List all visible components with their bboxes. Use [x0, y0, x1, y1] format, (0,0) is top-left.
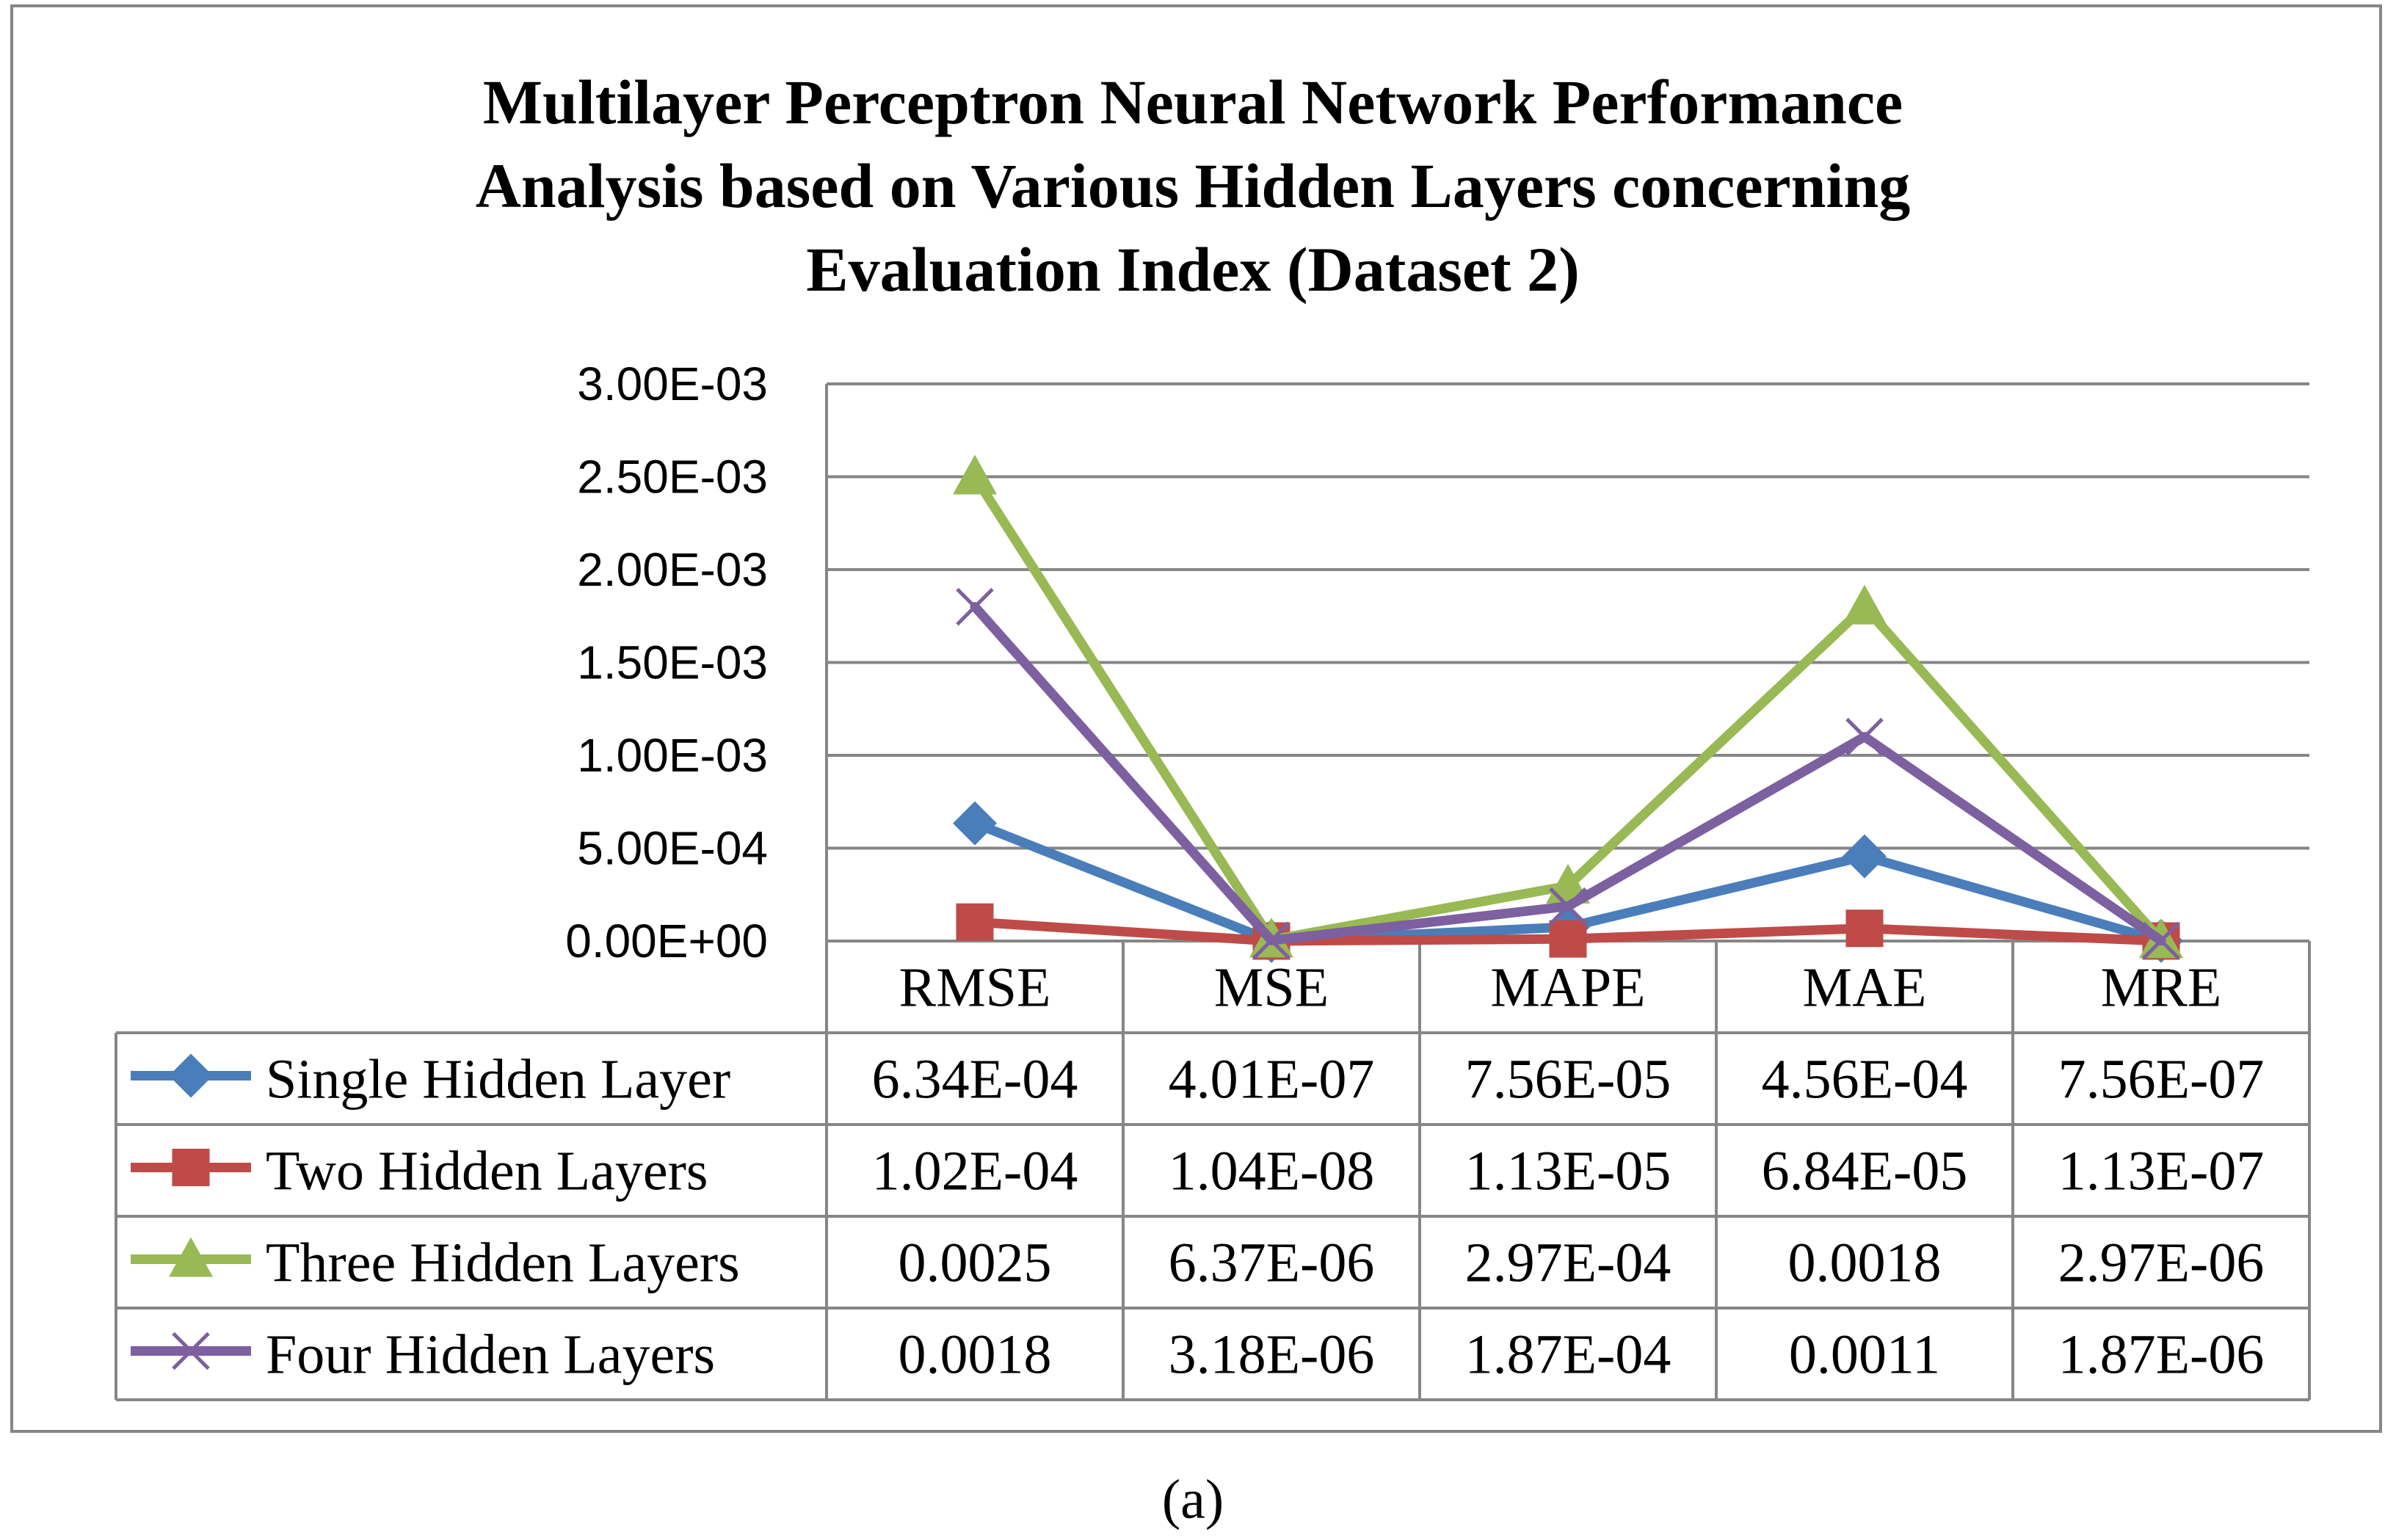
table-value-cell: 2.97E-06	[2058, 1232, 2265, 1294]
y-axis-tick-labels: 0.00E+00 5.00E-04 1.00E-03 1.50E-03 2.00E-03…	[565, 357, 768, 967]
chart-border	[10, 4, 2382, 1433]
legend-key-marker	[169, 1053, 213, 1098]
x-category-label: MRE	[2101, 957, 2222, 1019]
table-value-cell: 1.13E-05	[1465, 1141, 1671, 1202]
table-value-cell: 6.34E-04	[872, 1049, 1078, 1111]
legend-key-marker	[172, 1332, 210, 1370]
data-point-marker	[1549, 887, 1587, 926]
data-point-marker	[956, 587, 994, 626]
table-value-cell: 1.04E-08	[1169, 1141, 1375, 1202]
table-value-cell: 1.02E-04	[872, 1141, 1078, 1202]
data-point-marker	[1252, 921, 1290, 959]
y-tick-label: 0.00E+00	[565, 915, 768, 967]
table-value-cell: 1.87E-04	[1465, 1324, 1671, 1386]
table-value-cell: 7.56E-07	[2058, 1049, 2265, 1111]
y-tick-label: 2.50E-03	[577, 451, 768, 504]
table-value-cell: 0.0025	[899, 1232, 1052, 1294]
data-table: RMSE MSE MAPE MAE MRE Single Hidden Layer 6.34…	[115, 941, 2311, 1401]
data-point-marker	[1843, 834, 1887, 879]
table-value-cell: 0.0018	[1788, 1232, 1942, 1294]
data-point-marker	[1845, 909, 1884, 948]
table-value-cell: 3.18E-06	[1169, 1324, 1375, 1386]
x-category-label: RMSE	[899, 957, 1051, 1019]
table-value-cell: 6.37E-06	[1169, 1232, 1375, 1294]
data-point-marker	[1845, 717, 1884, 756]
y-tick-label: 3.00E-03	[577, 357, 768, 410]
table-value-cell: 1.87E-06	[2058, 1324, 2265, 1386]
table-value-cell: 7.56E-05	[1465, 1049, 1671, 1111]
legend-key-marker	[169, 1237, 213, 1277]
table-value-cell: 1.13E-07	[2058, 1141, 2265, 1202]
legend-key-marker	[172, 1149, 210, 1186]
data-point-marker	[1549, 920, 1587, 958]
legend-series-name: Single Hidden Layer	[266, 1049, 730, 1111]
data-point-marker	[1843, 584, 1887, 625]
x-category-label: MSE	[1214, 957, 1329, 1019]
figure-caption: (a)	[1162, 1469, 1224, 1530]
table-value-cell: 6.84E-05	[1762, 1141, 1968, 1202]
chart-title-line-3: Evaluation Index (Dataset 2)	[806, 234, 1580, 305]
table-value-cell: 0.0018	[899, 1324, 1052, 1386]
table-value-cell: 4.56E-04	[1762, 1049, 1968, 1111]
y-tick-label: 1.00E-03	[577, 729, 768, 782]
series	[956, 587, 2180, 960]
data-point-marker	[953, 454, 997, 495]
data-point-marker	[953, 801, 997, 846]
x-category-label: MAE	[1803, 957, 1927, 1019]
table-value-cell: 2.97E-04	[1465, 1232, 1671, 1294]
chart-title-line-1: Multilayer Perceptron Neural Network Per…	[483, 67, 1903, 137]
data-point-marker	[2142, 921, 2180, 960]
legend-series-name: Two Hidden Layers	[266, 1141, 708, 1202]
legend-series-name: Three Hidden Layers	[266, 1232, 740, 1294]
legend-series-name: Four Hidden Layers	[266, 1324, 715, 1386]
x-category-label: MAPE	[1490, 957, 1645, 1019]
series-lines	[953, 454, 2183, 963]
table-value-cell: 4.01E-07	[1169, 1049, 1375, 1111]
data-point-marker	[956, 903, 994, 941]
y-tick-label: 2.00E-03	[577, 543, 768, 596]
table-value-cell: 0.0011	[1789, 1324, 1940, 1386]
y-tick-label: 5.00E-04	[577, 822, 768, 875]
y-tick-label: 1.50E-03	[577, 636, 768, 689]
chart-title-line-2: Analysis based on Various Hidden Layers …	[476, 150, 1910, 221]
